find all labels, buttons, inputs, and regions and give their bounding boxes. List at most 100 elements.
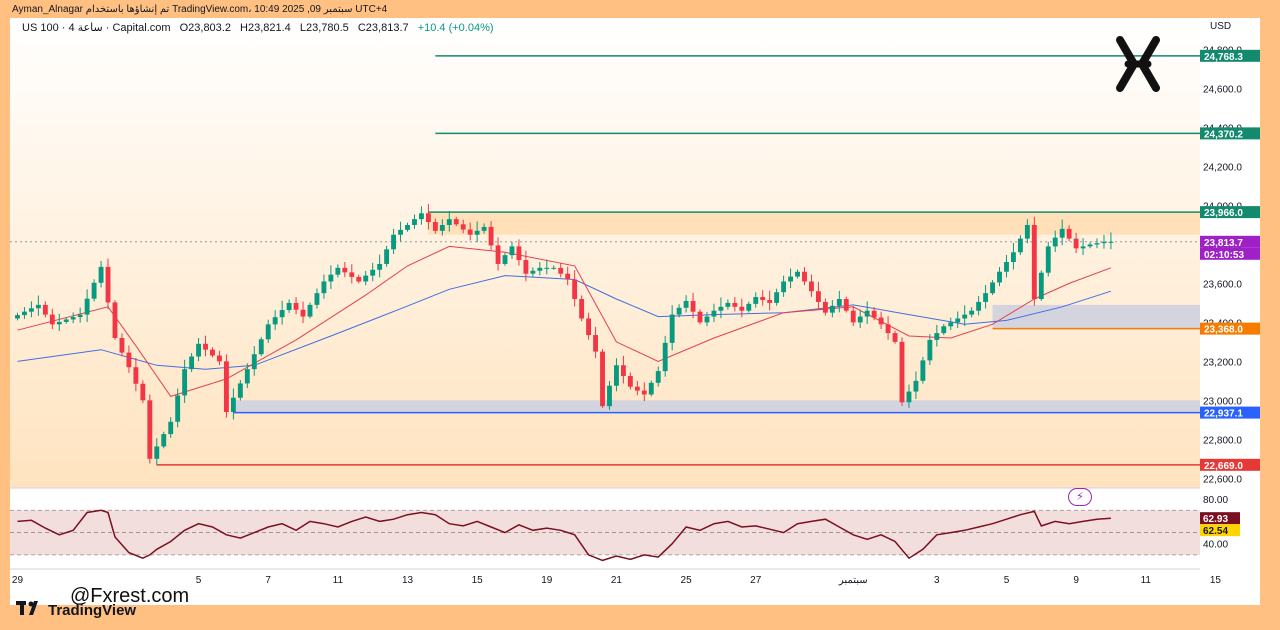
candle-body	[760, 297, 766, 300]
candle-body	[42, 304, 48, 315]
watermark-handle: @Fxrest.com	[70, 585, 190, 607]
candle-body	[488, 226, 494, 246]
candle-body	[620, 365, 626, 376]
rsi-line[interactable]	[17, 509, 1111, 562]
candle-body	[843, 299, 849, 311]
candle-body	[767, 299, 773, 303]
candle-body	[516, 246, 522, 261]
level-tag-5: 22,669.0	[1204, 461, 1243, 472]
x-tick-label: 9	[1073, 575, 1079, 586]
candle-body	[990, 282, 995, 294]
high-value: H23,821.4	[240, 22, 291, 34]
price-axis-background	[1200, 18, 1260, 605]
candle-body	[1073, 238, 1079, 249]
candle-body	[77, 314, 83, 318]
candle-body	[1024, 224, 1030, 239]
candle-body	[1080, 246, 1086, 249]
candle-body	[203, 343, 208, 350]
chart-svg[interactable]: 22,600.022,800.023,000.023,200.023,400.0…	[10, 18, 1260, 605]
y-tick-label: 23,200.0	[1203, 357, 1242, 368]
currency-label[interactable]: USD	[1210, 21, 1232, 32]
candle-body	[1066, 228, 1072, 239]
candle-body	[565, 273, 571, 280]
tradingview-logo-icon	[16, 601, 44, 619]
candle-body	[335, 267, 341, 275]
candle-body	[272, 317, 278, 325]
level-tag-3: 23,368.0	[1204, 325, 1243, 336]
x-tick-label: سبتمبر	[838, 575, 868, 586]
candle-body	[600, 351, 605, 407]
candle-body	[781, 281, 787, 293]
zone-2	[233, 400, 1200, 413]
candle-body	[356, 276, 362, 282]
y-tick-label: 23,600.0	[1203, 279, 1242, 290]
x-tick-label: 19	[541, 575, 553, 586]
candle-body	[1059, 228, 1065, 238]
x-tick-label: 3	[934, 575, 940, 586]
x-tick-label: 29	[12, 575, 24, 586]
candle-body	[739, 306, 745, 311]
rsi-signal-tag: 62.54	[1203, 526, 1228, 537]
candle-body	[258, 339, 264, 355]
candle-body	[732, 302, 738, 307]
candle-body	[572, 279, 578, 300]
x-logo	[1108, 34, 1168, 99]
candle-body	[244, 369, 250, 384]
candle-body	[1045, 246, 1051, 273]
x-tick-label: 11	[333, 575, 344, 586]
top-caption: Ayman_Alnagar تم إنشاؤها باستخدام Tradin…	[12, 4, 388, 15]
candle-body	[955, 318, 961, 323]
candle-body	[857, 316, 863, 323]
candle-body	[363, 275, 369, 282]
candle-body	[711, 310, 717, 317]
candle-body	[112, 302, 118, 338]
candle-body	[725, 302, 731, 307]
candle-body	[147, 400, 153, 459]
candle-body	[892, 333, 898, 342]
rsi-value-tag-bg	[1200, 512, 1240, 525]
candle-body	[321, 281, 327, 294]
x-tick-label: 7	[265, 575, 271, 586]
candle-body	[342, 267, 348, 273]
candle-body	[35, 304, 41, 309]
candle-body	[502, 255, 508, 264]
candle-body	[98, 266, 104, 283]
legend-header: US 100 · 4 ساعة · Capital.com O23,803.2 …	[22, 21, 500, 34]
candle-body	[286, 302, 292, 311]
candle-body	[593, 335, 598, 352]
candle-body	[140, 383, 146, 401]
candle-body	[962, 314, 968, 319]
x-tick-label: 13	[402, 575, 414, 586]
level-tag-4: 22,937.1	[1204, 409, 1243, 420]
flash-icon[interactable]: ⚡	[1068, 488, 1092, 506]
candle-body	[349, 272, 355, 277]
symbol-title[interactable]: US 100 · 4 ساعة · Capital.com	[22, 22, 171, 34]
candle-body	[1004, 262, 1009, 272]
candle-body	[453, 219, 459, 225]
candle-body	[182, 369, 188, 396]
candle-body	[432, 222, 438, 231]
candle-body	[941, 326, 947, 334]
level-tag-5-bg	[1200, 458, 1260, 471]
candle-body	[105, 266, 111, 303]
candle-body	[579, 299, 585, 319]
ma-fast-line	[17, 245, 1112, 397]
candle-body	[641, 390, 647, 395]
zone-1	[992, 304, 1200, 329]
candle-body	[460, 224, 466, 230]
level-tag-0: 24,768.3	[1204, 52, 1243, 63]
candle-body	[391, 234, 397, 250]
candle-body	[1031, 224, 1037, 300]
candle-body	[1017, 238, 1023, 253]
y-tick-label: 24,600.0	[1203, 85, 1242, 96]
candle-body	[370, 269, 376, 276]
candle-body	[788, 276, 794, 282]
y-tick-label: 23,000.0	[1203, 396, 1242, 407]
candle-body	[530, 270, 536, 274]
candle-body	[495, 245, 501, 264]
current-price-tag-bg	[1200, 235, 1260, 248]
candle-body	[467, 229, 473, 235]
candle-body	[948, 322, 954, 327]
candle-body	[126, 352, 132, 368]
candle-body	[934, 333, 940, 340]
